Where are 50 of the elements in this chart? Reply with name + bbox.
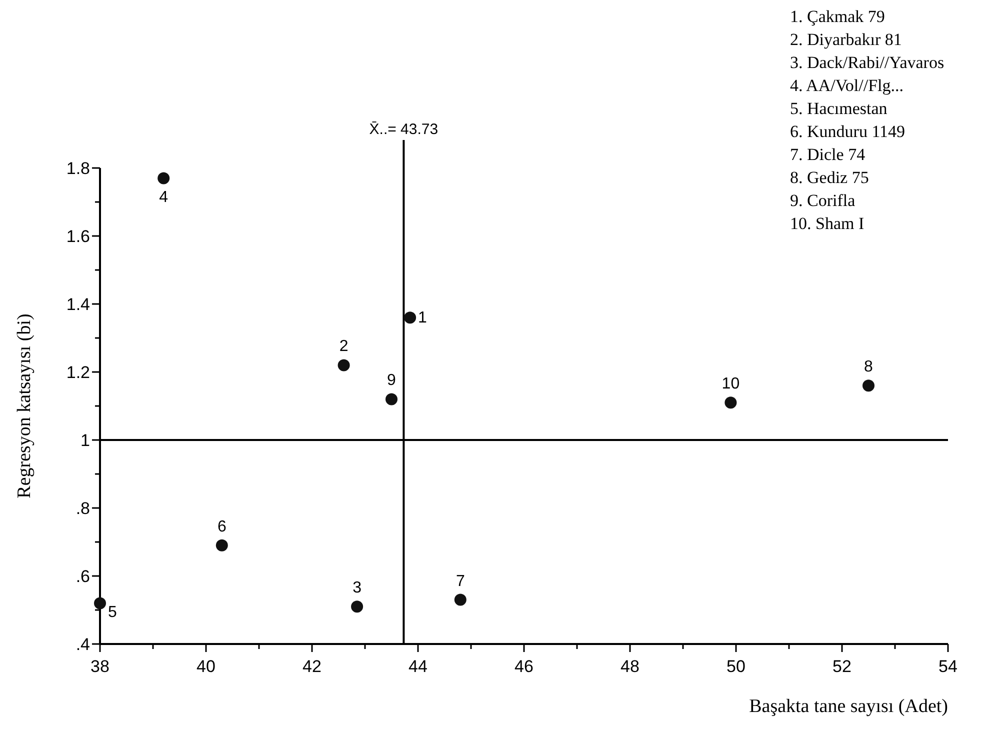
annotation: 10 [722, 376, 740, 393]
point [216, 539, 228, 552]
x-tick-label: 46 [514, 657, 534, 676]
point [351, 600, 364, 613]
annotation: 7 [456, 572, 465, 590]
x-tick-label: 50 [726, 657, 746, 676]
annotation: 9 [387, 372, 396, 390]
text: 7. Dicle 74 [790, 145, 866, 164]
y-tick-label: 1.6 [66, 227, 90, 246]
annotation: 8 [864, 358, 874, 376]
point [862, 380, 874, 392]
annotation: 5 [108, 604, 117, 622]
x-tick-label: 48 [620, 657, 640, 676]
x-tick-label: 40 [196, 657, 216, 676]
point [454, 594, 466, 606]
point [404, 312, 416, 324]
x-tick-label: 54 [938, 657, 958, 676]
annotation: 8. Gediz 75 [790, 168, 869, 187]
annotation: 10. Sham I [790, 214, 864, 233]
y-tick-label: 1 [80, 431, 90, 450]
text: 2. Diyarbakır 81 [790, 30, 902, 49]
point [94, 597, 106, 610]
annotation: 4 [159, 189, 168, 206]
text: 4. AA/Vol//Flg... [790, 76, 904, 95]
point [386, 393, 398, 406]
text: 1. Çakmak 79 [790, 7, 885, 26]
annotation: 3 [352, 580, 362, 597]
y-tick-label: 1.8 [66, 159, 90, 178]
x-tick-label: 38 [90, 657, 110, 676]
text: 5. Hacımestan [790, 99, 888, 118]
x-tick-label: 52 [832, 657, 852, 676]
y-axis-title: Regresyon katsayısı (bi) [14, 314, 35, 498]
y-tick-label: 1.4 [66, 295, 90, 314]
text: 6. Kunduru 1149 [790, 122, 906, 141]
annotation: 1 [418, 310, 428, 327]
y-tick-label: .6 [76, 567, 90, 586]
x-tick-label: 42 [302, 657, 322, 676]
y-tick-label: .4 [76, 635, 90, 654]
y-tick-label: .8 [76, 499, 90, 518]
annotation: 9. Corifla [790, 191, 856, 210]
annotation: 2 [339, 338, 348, 356]
text: 3. Dack/Rabi//Yavaros [790, 53, 944, 72]
x-axis-title: Başakta tane sayısı (Adet) [749, 696, 948, 717]
x-tick-label: 44 [408, 657, 428, 676]
point [158, 172, 170, 184]
y-tick-label: 1.2 [66, 363, 90, 382]
point [338, 359, 350, 372]
annotation: 6 [217, 518, 226, 536]
ref-line-label: X̄..= 43.73 [369, 121, 438, 138]
point [724, 396, 737, 409]
